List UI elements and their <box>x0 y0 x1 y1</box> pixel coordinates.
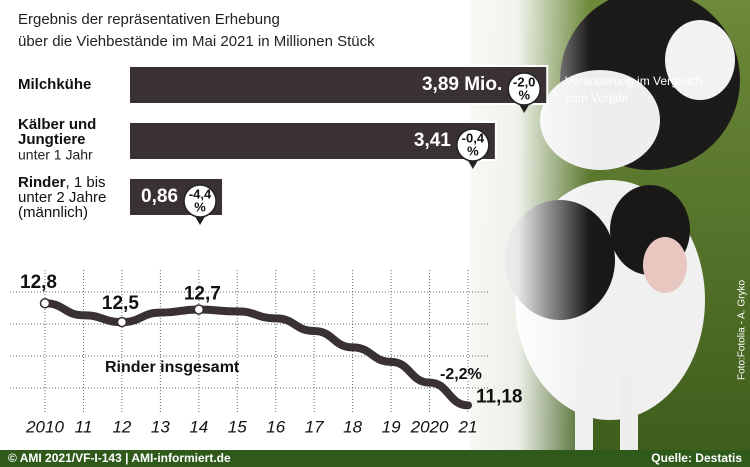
change-note-line: Veränderung im Vergleich <box>565 74 702 88</box>
category-note-line: (männlich) <box>18 204 88 221</box>
x-tick-label: 21 <box>458 417 478 436</box>
photo-credit: Foto:Fotolia - A. Gryko <box>737 280 748 380</box>
category-note: unter 1 Jahr <box>18 147 93 163</box>
value-label: 12,5 <box>102 293 139 314</box>
change-note-line: zum Vorjahr <box>565 91 629 105</box>
category-label-line: Jungtiere <box>18 131 86 148</box>
value-label: 11,18 <box>476 386 523 407</box>
value-label: 12,8 <box>20 272 57 293</box>
x-tick-label: 2020 <box>410 417 449 436</box>
x-tick-label: 15 <box>228 417 247 436</box>
x-tick-label: 14 <box>189 417 208 436</box>
change-unit: % <box>467 143 479 158</box>
change-unit: % <box>518 87 530 102</box>
subtitle: Ergebnis der repräsentativen Erhebung <box>18 11 280 28</box>
annotation: -2,2% <box>440 366 482 383</box>
point <box>117 318 126 327</box>
footer-left: © AMI 2021/VF-I-143 | AMI-informiert.de <box>8 451 231 465</box>
bar-label: Milchkühe <box>18 76 91 93</box>
point <box>41 299 50 308</box>
value-label: 3,41 <box>414 130 451 151</box>
x-tick-label: 11 <box>75 417 93 436</box>
x-tick-label: 18 <box>343 417 362 436</box>
x-tick-label: 17 <box>305 417 324 436</box>
line-title: Rinder insgesamt <box>105 359 240 376</box>
subtitle: über die Viehbestände im Mai 2021 in Mil… <box>18 33 375 50</box>
x-tick-label: 16 <box>266 417 285 436</box>
x-tick-label: 13 <box>151 417 170 436</box>
infographic: Ergebnis der repräsentativen Erhebung üb… <box>0 0 750 467</box>
value-label: 12,7 <box>184 284 221 305</box>
point <box>194 305 203 314</box>
x-tick-label: 12 <box>112 417 131 436</box>
x-tick-label: 19 <box>382 417 401 436</box>
change-unit: % <box>194 199 206 214</box>
footer-right: Quelle: Destatis <box>651 451 742 465</box>
value-label: 0,86 <box>141 186 178 207</box>
x-tick-label: 2010 <box>25 417 64 436</box>
value-label: 3,89 Mio. <box>422 74 502 95</box>
